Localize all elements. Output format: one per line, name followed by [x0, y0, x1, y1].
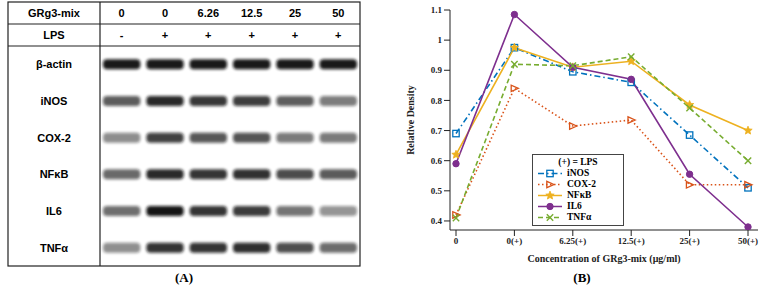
svg-text:-: -	[120, 29, 124, 41]
svg-text:50: 50	[332, 7, 344, 19]
svg-text:GRg3-mix: GRg3-mix	[28, 7, 81, 19]
html-text:COX-2: COX-2	[567, 179, 596, 189]
svg-text:12.5(+): 12.5(+)	[618, 236, 645, 246]
svg-text:+: +	[335, 29, 341, 41]
svg-text:Concentration of GRg3-mix (μg/: Concentration of GRg3-mix (μg/ml)	[527, 253, 680, 265]
svg-text:50(+): 50(+)	[738, 236, 758, 246]
html-text:(+) = LPS: (+) = LPS	[558, 157, 598, 167]
svg-text:+: +	[248, 29, 254, 41]
html-text:NFκB: NFκB	[567, 190, 592, 200]
svg-text:0: 0	[162, 7, 168, 19]
html-text:(A): (A)	[175, 270, 193, 285]
svg-text:0: 0	[119, 7, 125, 19]
html-text:IL6: IL6	[567, 201, 582, 211]
svg-text:6.25(+): 6.25(+)	[559, 236, 586, 246]
svg-text:NFκB: NFκB	[40, 168, 69, 180]
html-text:iNOS: iNOS	[567, 168, 590, 178]
svg-text:0.4: 0.4	[431, 216, 443, 226]
svg-text:iNOS: iNOS	[41, 95, 68, 107]
svg-text:1.1: 1.1	[431, 5, 443, 15]
svg-text:1: 1	[438, 35, 443, 45]
svg-text:+: +	[162, 29, 168, 41]
svg-text:0: 0	[454, 236, 459, 246]
svg-text:TNFα: TNFα	[40, 242, 68, 254]
svg-text:0.5: 0.5	[431, 186, 443, 196]
svg-text:0.7: 0.7	[431, 126, 443, 136]
svg-text:0.9: 0.9	[431, 65, 443, 75]
svg-text:12.5: 12.5	[241, 7, 262, 19]
svg-text:+: +	[205, 29, 211, 41]
svg-text:β-actin: β-actin	[36, 58, 72, 70]
svg-text:+: +	[292, 29, 298, 41]
svg-text:0.6: 0.6	[431, 156, 443, 166]
svg-text:LPS: LPS	[43, 29, 64, 41]
svg-text:IL6: IL6	[46, 205, 62, 217]
svg-text:0.8: 0.8	[431, 96, 443, 106]
svg-text:6.26: 6.26	[198, 7, 219, 19]
html-text:(B): (B)	[573, 270, 591, 285]
svg-text:Relative Density: Relative Density	[405, 85, 416, 155]
svg-text:25: 25	[289, 7, 301, 19]
html-text:TNFα: TNFα	[567, 212, 592, 222]
svg-text:25(+): 25(+)	[680, 236, 700, 246]
svg-text:COX-2: COX-2	[37, 132, 71, 144]
svg-text:0(+): 0(+)	[507, 236, 523, 246]
